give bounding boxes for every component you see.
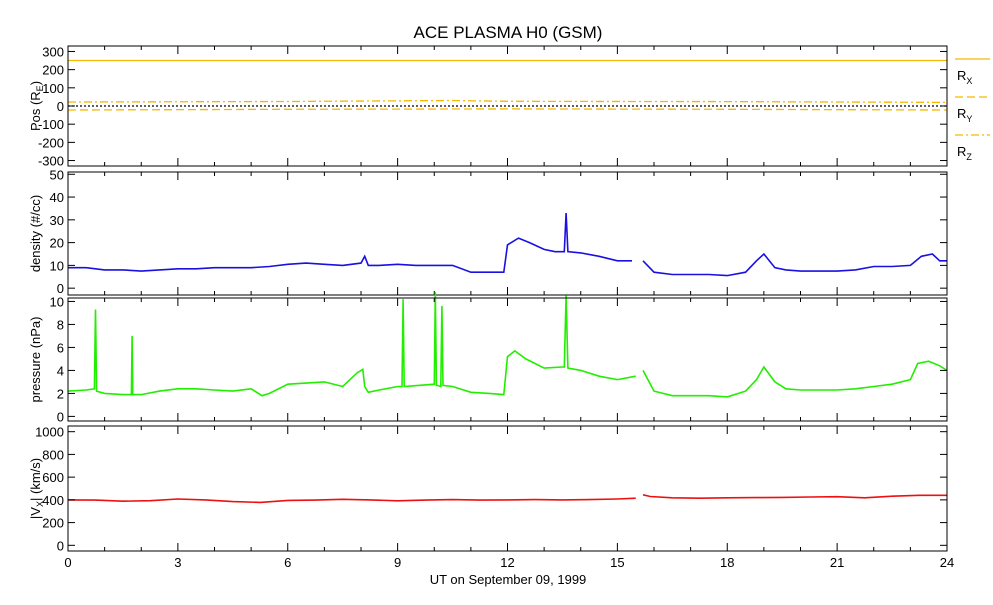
series-pressure-line — [642, 360, 948, 398]
y-tick-label: 6 — [57, 340, 64, 355]
x-axis-label: UT on September 09, 1999 — [430, 572, 587, 587]
y-tick-label: 0 — [57, 99, 64, 114]
x-tick-label: 24 — [940, 555, 954, 570]
y-tick-label: 0 — [57, 409, 64, 424]
legend-label-z: RZ — [957, 144, 972, 162]
x-tick-label: 18 — [720, 555, 734, 570]
y-axis-label: |VX| (km/s) — [28, 458, 45, 519]
legend-subscript: Z — [966, 152, 972, 162]
panel-frame — [67, 45, 948, 167]
y-tick-label: 400 — [42, 493, 64, 508]
y-label-text-end: ) — [28, 81, 43, 85]
legend-subscript: X — [966, 76, 972, 86]
x-tick-label: 9 — [394, 555, 401, 570]
y-tick-label: 30 — [50, 213, 64, 228]
legend-label-x: RX — [957, 68, 972, 86]
legend-text: R — [957, 68, 966, 83]
y-label-subscript: X — [35, 501, 45, 507]
panel-frame — [67, 171, 948, 296]
y-tick-label: 1000 — [35, 425, 64, 440]
x-tick-label: 0 — [64, 555, 71, 570]
y-tick-label: 50 — [50, 167, 64, 182]
y-label-text: |V — [28, 507, 43, 519]
x-tick-label: 6 — [284, 555, 291, 570]
y-tick-label: 10 — [50, 294, 64, 309]
series-RZ-line — [67, 99, 948, 104]
legend-text: R — [957, 106, 966, 121]
y-tick-label: 300 — [42, 44, 64, 59]
y-tick-label: 100 — [42, 81, 64, 96]
y-tick-label: 8 — [57, 317, 64, 332]
y-tick-label: 200 — [42, 516, 64, 531]
y-label-text: Pos (R — [28, 91, 43, 131]
x-tick-label: 3 — [174, 555, 181, 570]
y-tick-label: 20 — [50, 236, 64, 251]
series-Vx-line — [67, 497, 636, 504]
series-Vx-line — [642, 494, 947, 500]
series-density-line — [68, 212, 632, 274]
y-tick-label: 600 — [42, 470, 64, 485]
y-tick-label: 200 — [42, 63, 64, 78]
y-tick-label: 40 — [50, 190, 64, 205]
panel-pressure: 0 2 4 6 8 10 pressure (nPa) — [28, 292, 948, 424]
panel-frame — [67, 425, 948, 552]
y-tick-label: 2 — [57, 386, 64, 401]
panel-velocity: 0 200 400 600 800 1000 |VX| (km/s) — [28, 425, 948, 553]
x-tick-label: 12 — [500, 555, 514, 570]
panel-density: 0 10 20 30 40 50 density (#/cc) — [28, 167, 948, 296]
y-label-text: pressure (nPa) — [28, 317, 43, 403]
y-tick-label: 10 — [50, 258, 64, 273]
y-axis-label: Pos (RE) — [28, 81, 45, 131]
y-tick-label: -100 — [38, 117, 64, 132]
y-tick-label: -300 — [38, 154, 64, 169]
legend-text: R — [957, 144, 966, 159]
y-tick-label: 4 — [57, 363, 64, 378]
y-axis-label: pressure (nPa) — [28, 317, 43, 403]
series-density-line — [642, 252, 947, 277]
y-tick-label: 0 — [57, 538, 64, 553]
y-label-subscript: E — [35, 85, 45, 91]
y-label-text-end: | (km/s) — [28, 458, 43, 501]
y-tick-label: -200 — [38, 135, 64, 150]
y-label-text: density (#/cc) — [28, 195, 43, 272]
y-axis-label: density (#/cc) — [28, 195, 43, 272]
chart-title: ACE PLASMA H0 (GSM) — [414, 23, 603, 42]
series-RY-line — [67, 108, 948, 111]
legend-subscript: Y — [966, 114, 972, 124]
y-tick-label: 0 — [57, 281, 64, 296]
legend-label-y: RY — [957, 106, 972, 124]
y-tick-label: 800 — [42, 447, 64, 462]
series-pressure-line — [67, 292, 636, 397]
x-tick-label: 15 — [610, 555, 624, 570]
x-tick-label: 21 — [830, 555, 844, 570]
